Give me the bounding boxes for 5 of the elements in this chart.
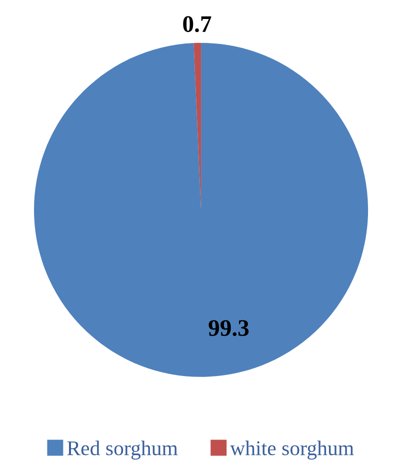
legend-label: Red sorghum [67, 440, 178, 460]
data-label: 99.3 [208, 320, 249, 336]
pie-slice [34, 42, 368, 377]
data-label: 0.7 [183, 16, 212, 32]
legend-label: white sorghum [230, 440, 354, 460]
